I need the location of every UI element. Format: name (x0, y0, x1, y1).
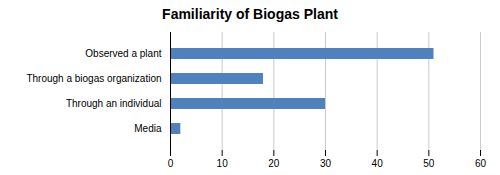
svg-text:50: 50 (423, 158, 435, 169)
svg-text:60: 60 (475, 158, 487, 169)
svg-text:10: 10 (217, 158, 229, 169)
svg-text:0: 0 (168, 158, 174, 169)
svg-text:30: 30 (320, 158, 332, 169)
html-text:Familiarity of Biogas Plant: Familiarity of Biogas Plant (162, 6, 338, 22)
svg-text:Through an individual: Through an individual (66, 98, 162, 109)
svg-text:Through a biogas organization: Through a biogas organization (26, 73, 161, 84)
svg-text:40: 40 (372, 158, 384, 169)
svg-text:20: 20 (268, 158, 280, 169)
svg-text:Observed a plant: Observed a plant (85, 48, 161, 59)
svg-text:Media: Media (134, 123, 162, 134)
